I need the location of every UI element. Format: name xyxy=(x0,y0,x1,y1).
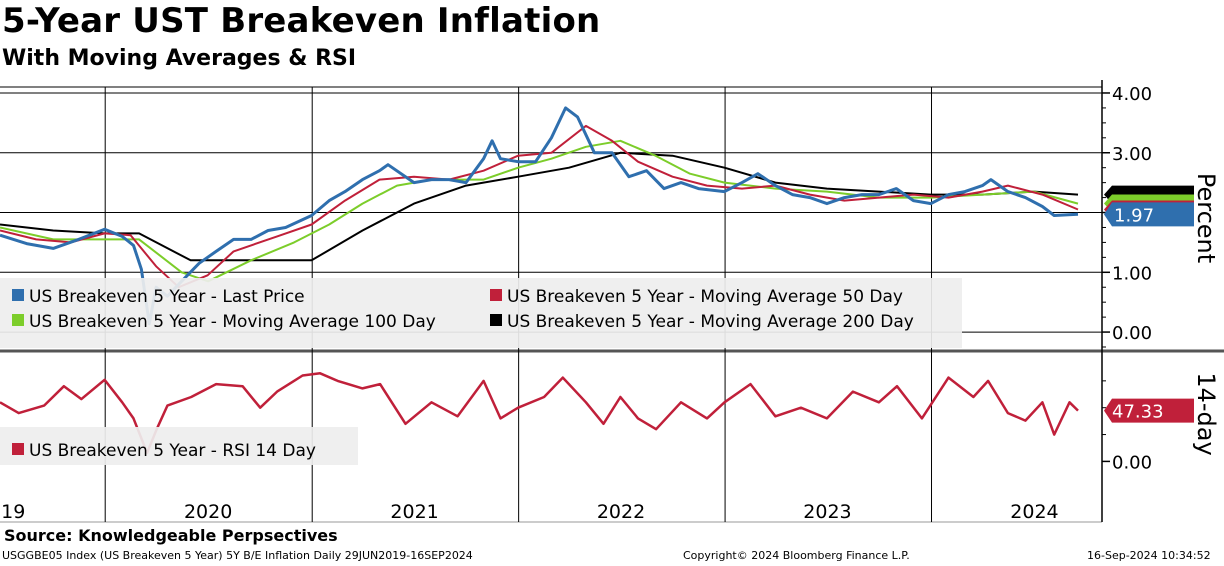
ma200-line xyxy=(0,151,1079,262)
x-tick-label: 2023 xyxy=(803,501,851,523)
last-price-tag xyxy=(1104,202,1194,227)
x-tick-label: 2020 xyxy=(184,501,232,523)
legend-entry: US Breakeven 5 Year - RSI 14 Day xyxy=(29,441,316,461)
footer-ticker: USGGBE05 Index (US Breakeven 5 Year) 5Y … xyxy=(2,549,473,562)
rsi-tag-label: 47.33 xyxy=(1112,402,1164,423)
price-tick-label: 1.00 xyxy=(1112,263,1152,284)
chart-subtitle: With Moving Averages & RSI xyxy=(2,46,357,71)
footer-copyright: Copyright© 2024 Bloomberg Finance L.P. xyxy=(683,549,910,562)
price-tick-label: 0.00 xyxy=(1112,323,1152,344)
legend-swatch xyxy=(12,289,24,301)
source-note: Source: Knowledgeable Perpsectives xyxy=(4,526,338,545)
legend-swatch xyxy=(490,314,502,326)
legend-entry: US Breakeven 5 Year - Moving Average 50 … xyxy=(507,287,903,307)
last-price-tag-label: 1.97 xyxy=(1114,205,1154,226)
rsi-legend-box xyxy=(0,427,358,465)
price-legend-box xyxy=(0,278,962,348)
price-tick-label: 4.00 xyxy=(1112,84,1152,105)
ma100-line xyxy=(0,139,1079,283)
x-tick-label: 2021 xyxy=(390,501,438,523)
footer-timestamp: 16-Sep-2024 10:34:52 xyxy=(1087,549,1211,562)
legend-entry: US Breakeven 5 Year - Moving Average 200… xyxy=(507,312,914,332)
price-axis-title: Percent xyxy=(1192,173,1220,263)
x-tick-label: 2024 xyxy=(1010,501,1058,523)
x-tick-label: 2019 xyxy=(0,501,25,523)
chart-title: 5-Year UST Breakeven Inflation xyxy=(2,1,601,41)
legend-entry: US Breakeven 5 Year - Last Price xyxy=(29,287,305,307)
ma50-line xyxy=(0,124,1079,289)
legend-swatch xyxy=(12,443,24,455)
rsi-tick-label: 0.00 xyxy=(1112,452,1152,473)
price-tick-label: 3.00 xyxy=(1112,144,1152,165)
legend-swatch xyxy=(490,289,502,301)
rsi-axis-title: 14-day xyxy=(1192,372,1220,455)
legend-swatch xyxy=(12,314,24,326)
rsi-tag xyxy=(1104,398,1194,423)
x-tick-label: 2022 xyxy=(597,501,645,523)
legend-entry: US Breakeven 5 Year - Moving Average 100… xyxy=(29,312,436,332)
